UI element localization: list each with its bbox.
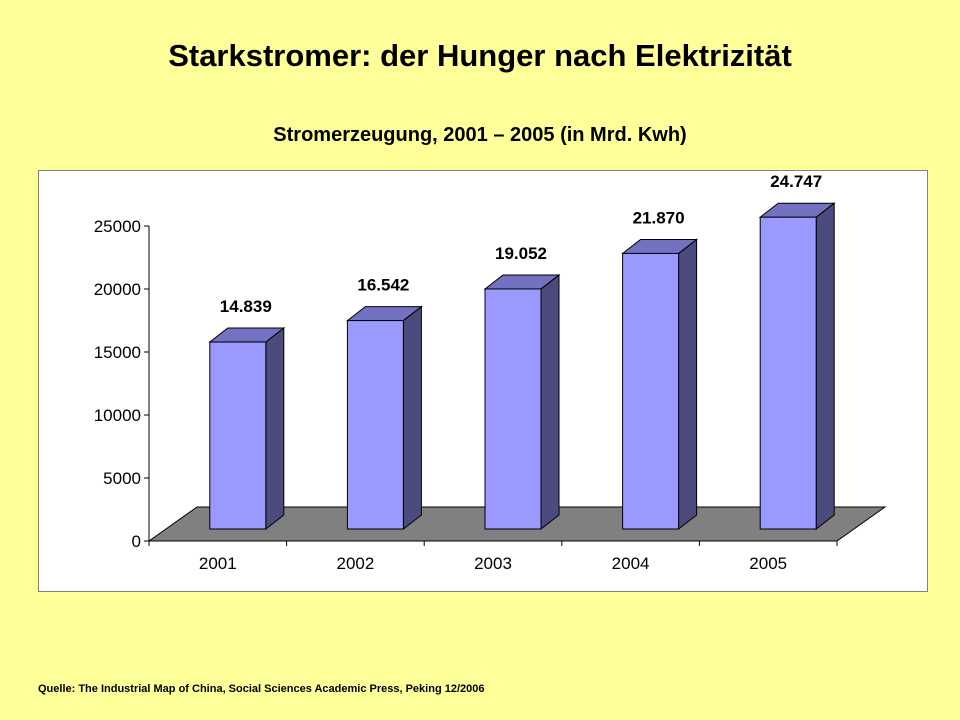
y-tick-label: 25000: [94, 217, 141, 236]
bar-2001: [209, 341, 267, 530]
x-tick-label-2005: 2005: [749, 554, 787, 573]
x-tick-label-2002: 2002: [336, 554, 374, 573]
bar-side-2004: [678, 238, 698, 531]
data-label-2005: 24.747: [770, 172, 822, 191]
bar-2003: [484, 288, 542, 530]
page-title: Starkstromer: der Hunger nach Elektrizit…: [168, 38, 792, 73]
bar-side-2005: [815, 202, 835, 531]
y-tick-label: 20000: [94, 280, 141, 299]
bar-side-2003: [540, 273, 560, 531]
x-tick-label-2003: 2003: [474, 554, 512, 573]
bar-2005: [759, 216, 817, 530]
bar-2002: [346, 320, 404, 530]
data-label-2004: 21.870: [633, 208, 685, 227]
chart-subtitle: Stromerzeugung, 2001 – 2005 (in Mrd. Kwh…: [273, 124, 687, 146]
data-label-2001: 14.839: [220, 297, 272, 316]
bar-side-2002: [402, 305, 422, 531]
y-tick-label: 0: [132, 532, 141, 551]
data-label-2002: 16.542: [357, 276, 409, 295]
x-tick-label-2004: 2004: [612, 554, 650, 573]
chart-area: 0 5000 10000 15000 20000 25000 14.839 2001 16.54…: [38, 170, 928, 592]
bar-chart: 0 5000 10000 15000 20000 25000 14.839 2001 16.54…: [94, 172, 887, 573]
bar-2004: [622, 252, 680, 530]
data-label-2003: 19.052: [495, 244, 547, 263]
y-tick-label: 10000: [94, 406, 141, 425]
y-tick-label: 5000: [103, 469, 141, 488]
source-note: Quelle: The Industrial Map of China, Soc…: [38, 683, 485, 695]
bar-side-2001: [265, 327, 285, 531]
y-tick-label: 15000: [94, 343, 141, 362]
x-tick-label-2001: 2001: [199, 554, 237, 573]
